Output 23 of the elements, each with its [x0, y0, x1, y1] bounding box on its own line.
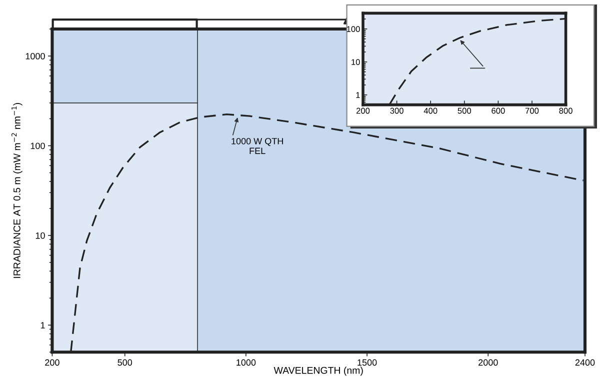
x-tick-label: 200: [45, 359, 60, 366]
y-tick-label: 1000: [26, 52, 45, 60]
x-axis-title: WAVELENGTH (nm): [274, 366, 363, 376]
y-tick-label: 1: [356, 92, 360, 98]
annotation: 1000 W QTH FEL: [232, 138, 283, 154]
y-axis-title: IRRADIANCE AT 0.5 m (mW m$^{−2}$ nm$^{−1}$): [12, 103, 22, 278]
y-tick-label: 10: [352, 59, 360, 66]
x-tick-label: 700: [525, 108, 539, 114]
y-tick-label: 100: [30, 142, 45, 150]
x-tick-label: 1000: [236, 359, 256, 366]
x-tick-label: 500: [118, 359, 132, 366]
x-tick-label: 400: [424, 108, 438, 114]
y-tick-label: 10: [36, 232, 45, 239]
x-tick-label: 500: [458, 108, 472, 114]
x-tick-label: 800: [559, 108, 572, 114]
x-tick-label: 600: [492, 108, 505, 114]
x-tick-label: 1500: [358, 359, 377, 366]
x-tick-label: 300: [390, 108, 404, 114]
x-tick-label: 2000: [478, 359, 498, 366]
y-tick-label: 1: [40, 322, 45, 328]
x-tick-label: 2400: [575, 359, 595, 366]
x-tick-label: 200: [356, 108, 370, 114]
y-tick-label: 100: [346, 26, 360, 32]
